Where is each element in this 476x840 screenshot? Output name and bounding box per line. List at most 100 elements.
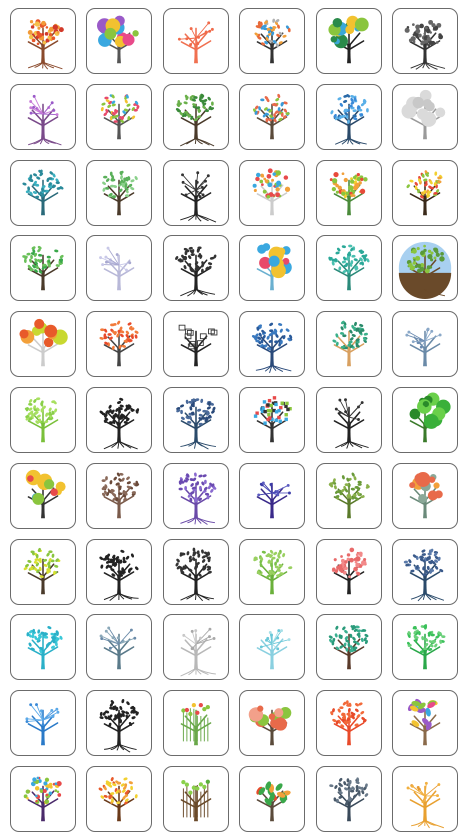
tree-icon bbox=[254, 18, 291, 64]
tree-icon bbox=[328, 625, 368, 670]
tree-icon-tile[interactable] bbox=[315, 690, 382, 757]
tree-icon-tile[interactable] bbox=[392, 538, 458, 605]
tree-icon bbox=[407, 624, 446, 670]
tree-icon-tile[interactable] bbox=[239, 766, 306, 832]
tree-icon bbox=[25, 469, 66, 519]
tree-icon-tile[interactable] bbox=[162, 387, 229, 453]
tree-icon-tile[interactable] bbox=[10, 235, 76, 302]
tree-icon-tile[interactable] bbox=[392, 614, 458, 681]
tree-icon-tile[interactable] bbox=[239, 614, 306, 681]
tree-icon-tile[interactable] bbox=[86, 614, 153, 681]
tree-icon bbox=[23, 547, 61, 594]
tree-icon-tile[interactable] bbox=[239, 538, 306, 605]
tree-icon-tile[interactable] bbox=[10, 690, 76, 757]
tree-icon bbox=[99, 397, 140, 450]
tree-icon-tile[interactable] bbox=[86, 387, 153, 453]
tree-icon-tile[interactable] bbox=[392, 83, 458, 150]
tree-icon-tile[interactable] bbox=[86, 159, 153, 226]
tree-icon bbox=[333, 398, 369, 449]
tree-icon bbox=[407, 699, 441, 746]
tree-icon-tile[interactable] bbox=[162, 8, 229, 74]
tree-icon-tile[interactable] bbox=[162, 462, 229, 529]
tree-icon-tile[interactable] bbox=[239, 690, 306, 757]
tree-icon-tile[interactable] bbox=[86, 235, 153, 302]
tree-icon-tile[interactable] bbox=[315, 311, 382, 378]
tree-icon-tile[interactable] bbox=[162, 690, 229, 757]
tree-icon-tile[interactable] bbox=[239, 462, 306, 529]
tree-icon-tile[interactable] bbox=[392, 159, 458, 226]
tree-icon-tile[interactable] bbox=[86, 8, 153, 74]
tree-icon bbox=[256, 481, 292, 519]
tree-icon-tile[interactable] bbox=[10, 311, 76, 378]
tree-icon-tile[interactable] bbox=[162, 614, 229, 681]
tree-icon-tile[interactable] bbox=[10, 8, 76, 74]
tree-icon bbox=[330, 93, 369, 145]
tree-icon-tile[interactable] bbox=[315, 614, 382, 681]
tree-icon-tile[interactable] bbox=[10, 83, 76, 150]
tree-icon bbox=[329, 171, 368, 215]
tree-icon bbox=[99, 247, 135, 291]
tree-icon bbox=[177, 21, 214, 64]
tree-icon-tile[interactable] bbox=[162, 766, 229, 832]
tree-icon-tile[interactable] bbox=[10, 538, 76, 605]
tree-icon-tile[interactable] bbox=[392, 766, 458, 832]
tree-icon-tile[interactable] bbox=[86, 766, 153, 832]
tree-icon-tile[interactable] bbox=[392, 235, 458, 302]
tree-icon-tile[interactable] bbox=[315, 538, 382, 605]
tree-icon-tile[interactable] bbox=[239, 311, 306, 378]
tree-icon-tile[interactable] bbox=[315, 766, 382, 832]
tree-icon-tile[interactable] bbox=[315, 159, 382, 226]
tree-icon-tile[interactable] bbox=[315, 235, 382, 302]
tree-icon-tile[interactable] bbox=[239, 8, 306, 74]
tree-icon-tile[interactable] bbox=[86, 462, 153, 529]
tree-icon bbox=[328, 245, 370, 291]
tree-icon-tile[interactable] bbox=[392, 311, 458, 378]
tree-icon-tile[interactable] bbox=[392, 690, 458, 757]
tree-icon-tile[interactable] bbox=[392, 8, 458, 74]
tree-icon-tile[interactable] bbox=[10, 462, 76, 529]
tree-icon-tile[interactable] bbox=[315, 83, 382, 150]
tree-icon bbox=[101, 472, 140, 519]
tree-icon-tile[interactable] bbox=[239, 83, 306, 150]
tree-icon-tile[interactable] bbox=[315, 387, 382, 453]
tree-icon bbox=[406, 781, 444, 829]
tree-icon-tile[interactable] bbox=[162, 538, 229, 605]
tree-icon bbox=[403, 548, 445, 601]
tree-icon bbox=[253, 549, 293, 594]
tree-icon-tile[interactable] bbox=[162, 235, 229, 302]
tree-icon-tile[interactable] bbox=[392, 462, 458, 529]
tree-icon bbox=[175, 93, 215, 147]
tree-icon-tile[interactable] bbox=[10, 387, 76, 453]
tree-icon bbox=[401, 89, 446, 140]
tree-icon bbox=[99, 699, 140, 753]
tree-icon bbox=[178, 472, 217, 525]
tree-icon bbox=[248, 705, 292, 746]
tree-icon-tile[interactable] bbox=[86, 690, 153, 757]
tree-icon bbox=[25, 703, 60, 746]
tree-icon-tile[interactable] bbox=[239, 159, 306, 226]
tree-icon bbox=[253, 93, 290, 140]
tree-icon-tile[interactable] bbox=[86, 83, 153, 150]
tree-icon bbox=[22, 169, 64, 215]
tree-icon-tile[interactable] bbox=[86, 311, 153, 378]
tree-icon-tile[interactable] bbox=[162, 83, 229, 150]
tree-icon-tile[interactable] bbox=[392, 387, 458, 453]
tree-icon-tile[interactable] bbox=[315, 8, 382, 74]
tree-icon bbox=[331, 547, 367, 594]
tree-icon bbox=[254, 396, 292, 443]
tree-icon-tile[interactable] bbox=[10, 159, 76, 226]
tree-icon-tile[interactable] bbox=[239, 235, 306, 302]
tree-icon bbox=[180, 779, 212, 822]
tree-icon-tile[interactable] bbox=[315, 462, 382, 529]
tree-icon bbox=[180, 703, 212, 746]
tree-icon-tile[interactable] bbox=[162, 311, 229, 378]
tree-icon bbox=[180, 628, 216, 677]
tree-icon bbox=[176, 398, 216, 450]
tree-icon-tile[interactable] bbox=[10, 614, 76, 681]
tree-icon bbox=[99, 777, 139, 822]
tree-icon-tile[interactable] bbox=[239, 387, 306, 453]
tree-icon-tile[interactable] bbox=[86, 538, 153, 605]
tree-icon-tile[interactable] bbox=[162, 159, 229, 226]
tree-icon-tile[interactable] bbox=[10, 766, 76, 832]
tree-icon bbox=[26, 626, 63, 670]
